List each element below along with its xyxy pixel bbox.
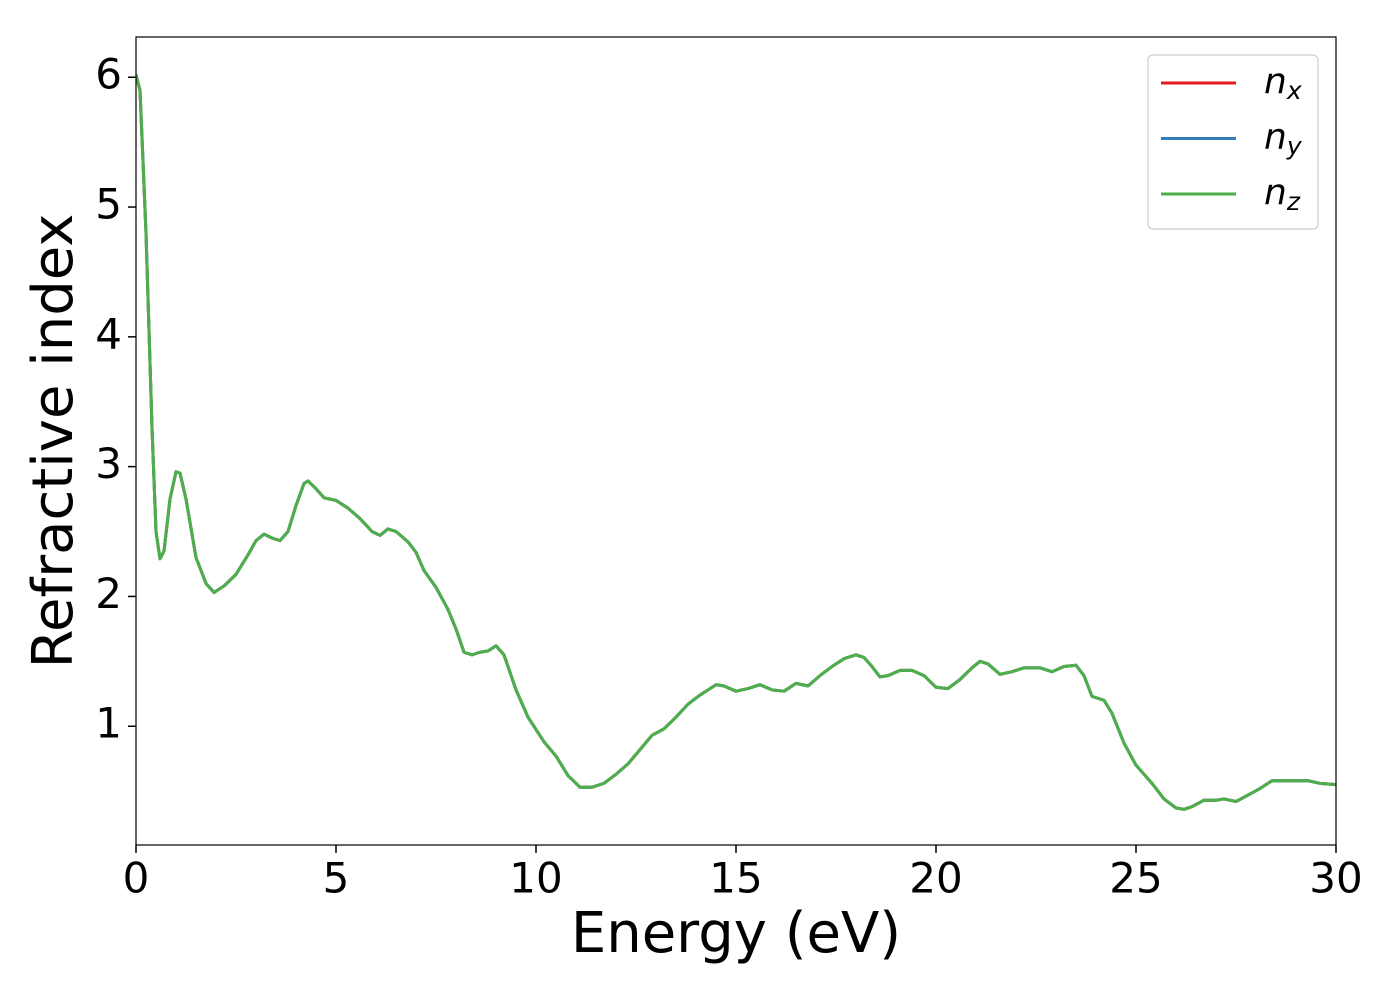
legend-label: nx bbox=[1264, 61, 1302, 105]
y-tick-label: 6 bbox=[95, 50, 122, 99]
x-tick-label: 25 bbox=[1109, 854, 1162, 903]
y-tick-label: 3 bbox=[95, 439, 122, 488]
x-tick-label: 5 bbox=[323, 854, 350, 903]
legend-box bbox=[1147, 54, 1319, 230]
y-tick-label: 5 bbox=[95, 180, 122, 229]
x-tick-label: 10 bbox=[509, 854, 562, 903]
plot-frame bbox=[135, 36, 1337, 846]
legend-label: nz bbox=[1264, 172, 1301, 216]
y-axis-label: Refractive index bbox=[21, 214, 86, 669]
y-tick-label: 4 bbox=[95, 309, 122, 358]
legend-label: ny bbox=[1264, 117, 1303, 161]
x-tick-label: 30 bbox=[1309, 854, 1362, 903]
x-tick-label: 0 bbox=[123, 854, 150, 903]
series-line bbox=[136, 74, 1336, 811]
y-tick-label: 2 bbox=[95, 569, 122, 618]
x-axis-label: Energy (eV) bbox=[571, 901, 901, 966]
y-tick-label: 1 bbox=[95, 699, 122, 748]
x-tick-label: 15 bbox=[709, 854, 762, 903]
x-tick-label: 20 bbox=[909, 854, 962, 903]
